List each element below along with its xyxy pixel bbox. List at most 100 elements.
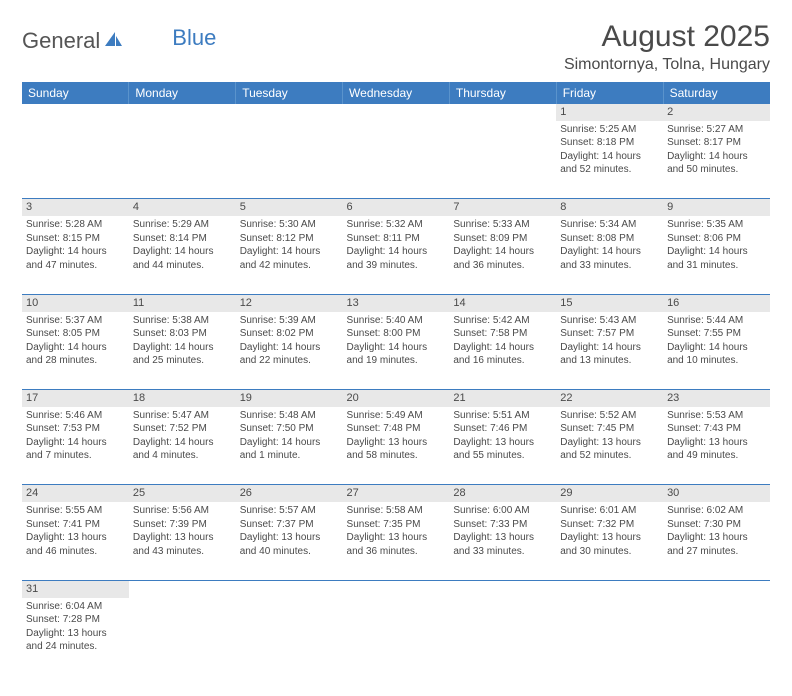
daylight-text-1: Daylight: 14 hours <box>26 245 125 259</box>
day-info-cell: Sunrise: 5:42 AMSunset: 7:58 PMDaylight:… <box>449 312 556 390</box>
day-number-cell: 28 <box>449 485 556 502</box>
day-number-cell: 10 <box>22 294 129 311</box>
day-info-cell: Sunrise: 5:30 AMSunset: 8:12 PMDaylight:… <box>236 216 343 294</box>
day-number-cell: 22 <box>556 390 663 407</box>
daylight-text-1: Daylight: 13 hours <box>560 531 659 545</box>
day-number-cell: 25 <box>129 485 236 502</box>
daylight-text-2: and 13 minutes. <box>560 354 659 368</box>
daylight-text-2: and 36 minutes. <box>453 259 552 273</box>
daylight-text-2: and 22 minutes. <box>240 354 339 368</box>
day-number-cell: 17 <box>22 390 129 407</box>
day-info-cell: Sunrise: 5:56 AMSunset: 7:39 PMDaylight:… <box>129 502 236 580</box>
sunrise-text: Sunrise: 6:00 AM <box>453 504 552 518</box>
daylight-text-1: Daylight: 13 hours <box>240 531 339 545</box>
day-number-cell: 8 <box>556 199 663 216</box>
day-number-cell: 13 <box>343 294 450 311</box>
daylight-text-1: Daylight: 14 hours <box>453 245 552 259</box>
daylight-text-2: and 16 minutes. <box>453 354 552 368</box>
sunset-text: Sunset: 7:58 PM <box>453 327 552 341</box>
day-number-row: 17181920212223 <box>22 390 770 407</box>
sunset-text: Sunset: 8:08 PM <box>560 232 659 246</box>
daylight-text-1: Daylight: 13 hours <box>453 436 552 450</box>
daylight-text-1: Daylight: 14 hours <box>26 341 125 355</box>
day-info-cell <box>129 598 236 676</box>
weekday-header-row: Sunday Monday Tuesday Wednesday Thursday… <box>22 82 770 104</box>
day-number-row: 3456789 <box>22 199 770 216</box>
day-number-cell <box>556 580 663 597</box>
day-number-cell: 18 <box>129 390 236 407</box>
day-number-cell: 21 <box>449 390 556 407</box>
sunrise-text: Sunrise: 5:46 AM <box>26 409 125 423</box>
day-info-cell: Sunrise: 5:47 AMSunset: 7:52 PMDaylight:… <box>129 407 236 485</box>
day-info-cell <box>236 121 343 199</box>
calendar-body: 12Sunrise: 5:25 AMSunset: 8:18 PMDayligh… <box>22 104 770 676</box>
day-number-cell: 3 <box>22 199 129 216</box>
daylight-text-1: Daylight: 13 hours <box>453 531 552 545</box>
daylight-text-1: Daylight: 14 hours <box>667 150 766 164</box>
day-number-cell: 11 <box>129 294 236 311</box>
daylight-text-1: Daylight: 14 hours <box>26 436 125 450</box>
day-number-cell <box>449 104 556 121</box>
day-info-cell: Sunrise: 5:34 AMSunset: 8:08 PMDaylight:… <box>556 216 663 294</box>
sunrise-text: Sunrise: 5:34 AM <box>560 218 659 232</box>
daylight-text-2: and 50 minutes. <box>667 163 766 177</box>
daylight-text-2: and 28 minutes. <box>26 354 125 368</box>
sunrise-text: Sunrise: 5:25 AM <box>560 123 659 137</box>
day-info-cell: Sunrise: 5:35 AMSunset: 8:06 PMDaylight:… <box>663 216 770 294</box>
day-info-cell: Sunrise: 5:25 AMSunset: 8:18 PMDaylight:… <box>556 121 663 199</box>
sunset-text: Sunset: 8:15 PM <box>26 232 125 246</box>
sunrise-text: Sunrise: 5:42 AM <box>453 314 552 328</box>
weekday-header: Wednesday <box>343 82 450 104</box>
day-number-cell <box>129 104 236 121</box>
sunrise-text: Sunrise: 5:37 AM <box>26 314 125 328</box>
day-number-cell: 6 <box>343 199 450 216</box>
sunrise-text: Sunrise: 5:56 AM <box>133 504 232 518</box>
sunset-text: Sunset: 7:39 PM <box>133 518 232 532</box>
day-number-cell: 27 <box>343 485 450 502</box>
day-info-cell: Sunrise: 5:33 AMSunset: 8:09 PMDaylight:… <box>449 216 556 294</box>
sunset-text: Sunset: 7:46 PM <box>453 422 552 436</box>
day-number-cell <box>343 104 450 121</box>
daylight-text-1: Daylight: 13 hours <box>347 436 446 450</box>
day-number-cell <box>22 104 129 121</box>
sunset-text: Sunset: 8:11 PM <box>347 232 446 246</box>
sunrise-text: Sunrise: 5:49 AM <box>347 409 446 423</box>
weekday-header: Sunday <box>22 82 129 104</box>
daylight-text-1: Daylight: 14 hours <box>240 245 339 259</box>
daylight-text-2: and 46 minutes. <box>26 545 125 559</box>
day-number-cell: 1 <box>556 104 663 121</box>
day-info-cell <box>129 121 236 199</box>
daylight-text-2: and 24 minutes. <box>26 640 125 654</box>
sunset-text: Sunset: 8:03 PM <box>133 327 232 341</box>
day-number-cell: 15 <box>556 294 663 311</box>
weekday-header: Friday <box>556 82 663 104</box>
daylight-text-1: Daylight: 13 hours <box>26 627 125 641</box>
day-info-cell <box>663 598 770 676</box>
sunset-text: Sunset: 7:57 PM <box>560 327 659 341</box>
sunrise-text: Sunrise: 5:47 AM <box>133 409 232 423</box>
daylight-text-1: Daylight: 13 hours <box>667 531 766 545</box>
day-number-cell <box>343 580 450 597</box>
day-info-row: Sunrise: 5:46 AMSunset: 7:53 PMDaylight:… <box>22 407 770 485</box>
sunrise-text: Sunrise: 5:44 AM <box>667 314 766 328</box>
day-info-cell <box>449 121 556 199</box>
daylight-text-2: and 58 minutes. <box>347 449 446 463</box>
day-info-cell: Sunrise: 5:27 AMSunset: 8:17 PMDaylight:… <box>663 121 770 199</box>
calendar-table: Sunday Monday Tuesday Wednesday Thursday… <box>22 82 770 676</box>
daylight-text-2: and 55 minutes. <box>453 449 552 463</box>
sunset-text: Sunset: 7:52 PM <box>133 422 232 436</box>
day-info-cell: Sunrise: 6:02 AMSunset: 7:30 PMDaylight:… <box>663 502 770 580</box>
day-info-cell: Sunrise: 5:32 AMSunset: 8:11 PMDaylight:… <box>343 216 450 294</box>
daylight-text-2: and 36 minutes. <box>347 545 446 559</box>
day-info-cell: Sunrise: 5:44 AMSunset: 7:55 PMDaylight:… <box>663 312 770 390</box>
daylight-text-1: Daylight: 13 hours <box>560 436 659 450</box>
daylight-text-1: Daylight: 14 hours <box>240 341 339 355</box>
day-info-cell: Sunrise: 6:04 AMSunset: 7:28 PMDaylight:… <box>22 598 129 676</box>
sunset-text: Sunset: 7:55 PM <box>667 327 766 341</box>
day-info-cell: Sunrise: 5:58 AMSunset: 7:35 PMDaylight:… <box>343 502 450 580</box>
day-number-cell: 14 <box>449 294 556 311</box>
day-number-cell: 7 <box>449 199 556 216</box>
day-info-cell <box>343 598 450 676</box>
daylight-text-2: and 27 minutes. <box>667 545 766 559</box>
day-info-row: Sunrise: 5:37 AMSunset: 8:05 PMDaylight:… <box>22 312 770 390</box>
